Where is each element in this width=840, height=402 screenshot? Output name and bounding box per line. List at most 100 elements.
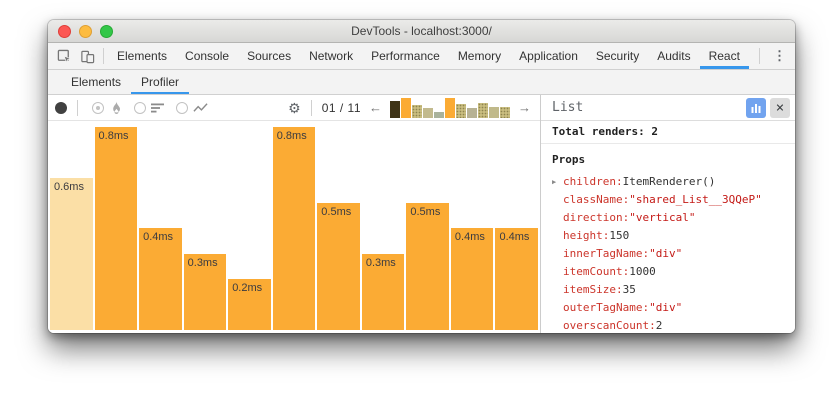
tab-performance[interactable]: Performance bbox=[371, 49, 440, 63]
component-name: List bbox=[552, 100, 584, 115]
prop-value: "div" bbox=[649, 247, 683, 260]
minimize-window-button[interactable] bbox=[79, 24, 92, 38]
prop-key: className: bbox=[563, 193, 630, 206]
props-section: Props ▶ children: ItemRenderer() className… bbox=[541, 144, 795, 333]
record-button[interactable] bbox=[55, 101, 67, 114]
prop-row-direction: direction: "vertical" bbox=[552, 209, 795, 227]
subtab-elements[interactable]: Elements bbox=[71, 75, 122, 89]
prop-key: direction: bbox=[563, 211, 630, 224]
minimap-commit-6[interactable] bbox=[445, 98, 455, 118]
component-header: List × bbox=[541, 95, 795, 121]
interactions-mode-radio[interactable] bbox=[176, 100, 208, 116]
tab-audits[interactable]: Audits bbox=[657, 49, 691, 63]
bar-duration-label: 0.8ms bbox=[98, 130, 129, 142]
commit-bar-2[interactable]: 0.8ms bbox=[94, 127, 138, 330]
window-controls bbox=[58, 20, 113, 42]
commit-position: 01 / 11 bbox=[321, 100, 361, 115]
prop-value: "div" bbox=[649, 301, 683, 314]
view-renders-chart-button[interactable] bbox=[746, 97, 766, 118]
devtools-tab-bar: Elements Console Sources Network Performance… bbox=[48, 43, 795, 70]
tab-console[interactable]: Console bbox=[185, 49, 230, 63]
minimap-commit-5[interactable] bbox=[434, 112, 444, 118]
previous-commit-arrow-icon[interactable]: ← bbox=[369, 100, 382, 115]
zoom-window-button[interactable] bbox=[100, 24, 113, 38]
profiler-toolbar: ⚙ 01 / 11 ← → bbox=[48, 95, 540, 121]
prop-value: ItemRenderer() bbox=[622, 175, 716, 188]
close-panel-icon[interactable]: × bbox=[770, 97, 790, 118]
device-toolbar-icon[interactable] bbox=[79, 48, 95, 64]
commit-bar-4[interactable]: 0.3ms bbox=[183, 254, 227, 330]
tab-sources[interactable]: Sources bbox=[247, 49, 292, 63]
commit-bar-3[interactable]: 0.4ms bbox=[139, 228, 182, 330]
flamegraph-mode-radio[interactable] bbox=[92, 100, 124, 116]
prop-value: "shared_List__3QQeP" bbox=[629, 193, 762, 206]
prop-row-className: className: "shared_List__3QQeP" bbox=[552, 191, 795, 209]
commit-bar-11[interactable]: 0.4ms bbox=[495, 228, 539, 330]
inspect-element-icon[interactable] bbox=[56, 48, 72, 64]
bar-duration-label: 0.4ms bbox=[499, 231, 530, 243]
minimap-commit-10[interactable] bbox=[489, 107, 499, 118]
toolbar-separator bbox=[77, 99, 78, 116]
line-chart-icon bbox=[192, 100, 208, 116]
react-panel-tab-bar: Elements Profiler bbox=[48, 70, 795, 95]
minimap-commit-3[interactable] bbox=[412, 105, 422, 118]
tab-react[interactable]: React bbox=[700, 43, 749, 69]
prop-value: "vertical" bbox=[629, 211, 696, 224]
commit-bar-10[interactable]: 0.4ms bbox=[450, 228, 494, 330]
prop-key: overscanCount: bbox=[563, 319, 656, 332]
tab-memory[interactable]: Memory bbox=[457, 49, 502, 63]
prop-key: itemCount: bbox=[563, 265, 630, 278]
prop-row-overscanCount: overscanCount: 2 bbox=[552, 317, 795, 333]
more-options-icon[interactable]: ⋮ bbox=[773, 48, 786, 63]
bar-duration-label: 0.8ms bbox=[276, 130, 307, 142]
commit-minimap bbox=[390, 97, 510, 118]
close-window-button[interactable] bbox=[58, 24, 71, 38]
flame-icon bbox=[108, 100, 124, 116]
prop-row-height: height: 150 bbox=[552, 227, 795, 245]
minimap-commit-8[interactable] bbox=[467, 108, 477, 118]
commit-bar-1[interactable]: 0.6ms bbox=[50, 178, 93, 330]
component-details-panel: List × Total renders: 2 Props ▶ children:… bbox=[541, 95, 795, 333]
props-list: ▶ children: ItemRenderer() className: "sha… bbox=[552, 173, 795, 333]
ranked-chart-icon bbox=[150, 100, 166, 116]
toolbar-separator bbox=[310, 99, 312, 116]
minimap-commit-2[interactable] bbox=[401, 98, 411, 118]
devtools-window: DevTools - localhost:3000/ Elements Conso… bbox=[48, 20, 795, 333]
bar-duration-label: 0.3ms bbox=[187, 257, 218, 269]
prop-value: 1000 bbox=[629, 265, 656, 278]
render-duration-chart: 0.6ms 0.8ms 0.4ms 0.3ms 0.2ms 0.8ms 0.5ms 0.3ms… bbox=[48, 121, 540, 333]
minimap-commit-9[interactable] bbox=[478, 103, 488, 118]
tab-application[interactable]: Application bbox=[519, 49, 578, 63]
commit-bar-5[interactable]: 0.2ms bbox=[228, 279, 271, 330]
minimap-commit-11[interactable] bbox=[500, 107, 510, 118]
toolbar-separator bbox=[103, 48, 104, 64]
commit-bar-6[interactable]: 0.8ms bbox=[272, 127, 316, 330]
minimap-commit-7[interactable] bbox=[456, 104, 466, 118]
tab-security[interactable]: Security bbox=[595, 49, 640, 63]
expand-triangle-icon[interactable]: ▶ bbox=[552, 178, 557, 186]
subtab-profiler[interactable]: Profiler bbox=[131, 70, 189, 94]
settings-gear-icon[interactable]: ⚙ bbox=[288, 99, 301, 116]
minimap-commit-1[interactable] bbox=[390, 101, 400, 118]
prop-row-itemSize: itemSize: 35 bbox=[552, 281, 795, 299]
commit-bar-8[interactable]: 0.3ms bbox=[361, 254, 405, 330]
bar-duration-label: 0.4ms bbox=[143, 231, 174, 243]
prop-value: 2 bbox=[655, 319, 663, 332]
bar-duration-label: 0.4ms bbox=[454, 231, 485, 243]
main-tabs: Elements Console Sources Network Performance… bbox=[108, 43, 749, 69]
minimap-commit-4[interactable] bbox=[423, 108, 433, 118]
tab-network[interactable]: Network bbox=[309, 49, 354, 63]
prop-key: children: bbox=[563, 175, 623, 188]
profiler-pane: ⚙ 01 / 11 ← → 0.6ms 0.8ms 0.4ms 0.3ms 0.2ms 0… bbox=[48, 95, 541, 333]
commit-bar-9[interactable]: 0.5ms bbox=[406, 203, 449, 330]
toolbar-separator bbox=[759, 48, 760, 64]
prop-row-innerTagName: innerTagName: "div" bbox=[552, 245, 795, 263]
tab-elements[interactable]: Elements bbox=[117, 49, 168, 63]
prop-row-outerTagName: outerTagName: "div" bbox=[552, 299, 795, 317]
prop-row-children: ▶ children: ItemRenderer() bbox=[552, 173, 795, 191]
ranked-mode-radio[interactable] bbox=[134, 100, 166, 116]
prop-key: outerTagName: bbox=[563, 301, 650, 314]
next-commit-arrow-icon[interactable]: → bbox=[518, 100, 531, 115]
prop-row-itemCount: itemCount: 1000 bbox=[552, 263, 795, 281]
commit-bar-7[interactable]: 0.5ms bbox=[317, 203, 360, 330]
